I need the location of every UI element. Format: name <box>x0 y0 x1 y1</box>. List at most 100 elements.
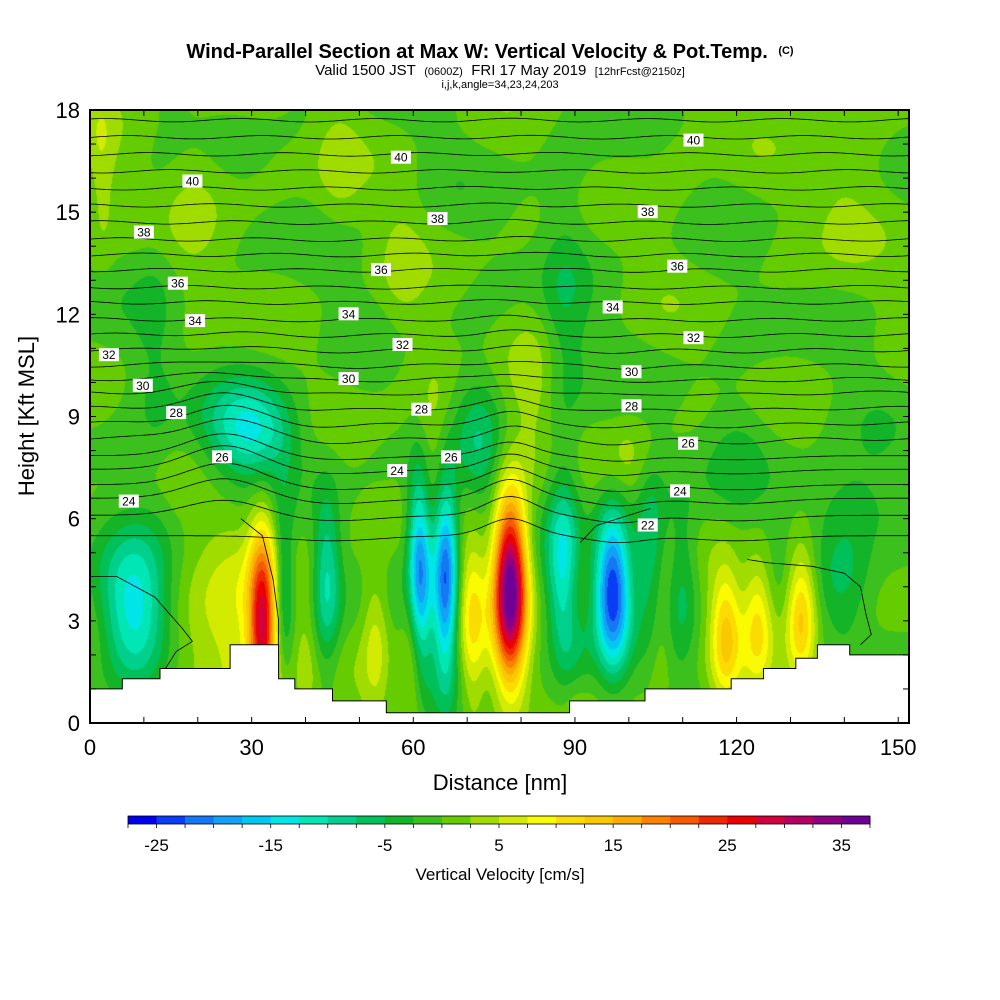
x-tick-label: 90 <box>563 735 587 760</box>
isentrope-line <box>580 508 651 543</box>
contour-label: 30 <box>621 365 642 379</box>
x-tick-label: 60 <box>401 735 425 760</box>
colorbar-swatch <box>499 816 528 824</box>
colorbar-swatch <box>413 816 443 824</box>
isentrope-line <box>90 392 909 412</box>
contour-label-text: 24 <box>390 464 404 478</box>
vertical-velocity-field <box>90 110 909 723</box>
contour-label: 28 <box>166 406 187 420</box>
contour-label-box <box>166 406 187 420</box>
contour-label-text: 36 <box>671 260 685 274</box>
contour-label-box <box>683 331 704 345</box>
isentrope-line <box>90 372 909 383</box>
x-tick-label: 120 <box>718 735 755 760</box>
contour-label-text: 24 <box>122 495 136 509</box>
contour-label-box <box>411 402 432 416</box>
contour-label-box <box>667 259 688 273</box>
contour-label-box <box>371 263 391 277</box>
isentrope-line <box>90 381 909 396</box>
svg-text:Wind-Parallel Section at Max W: Wind-Parallel Section at Max W: Vertical… <box>186 41 794 63</box>
isentrope-line <box>240 518 279 645</box>
colorbar-swatch <box>727 816 757 824</box>
isentrope-line <box>90 236 909 242</box>
chart-title: Wind-Parallel Section at Max W: Vertical… <box>186 41 794 91</box>
colorbar-swatch <box>441 816 471 824</box>
colorbar-tick-label: -5 <box>377 836 392 855</box>
y-tick-label: 9 <box>68 405 80 430</box>
contour-label: 24 <box>118 494 139 509</box>
contour-label-box <box>390 150 411 164</box>
contour-label: 34 <box>602 300 623 315</box>
contour-label-box <box>133 225 154 239</box>
contour-label: 32 <box>392 338 413 352</box>
colorbar-swatch <box>613 816 643 824</box>
y-tick-label: 12 <box>56 302 80 327</box>
isentrope-line <box>90 518 909 543</box>
colorbar-tick-label: 5 <box>494 836 503 855</box>
isentrope-line <box>90 418 909 446</box>
contour-label: 40 <box>182 174 203 189</box>
contour-label-text: 32 <box>396 338 410 352</box>
contour-label-box <box>427 212 448 225</box>
contour-label-box <box>387 464 408 477</box>
contour-label-text: 36 <box>374 263 388 277</box>
contour-label-box <box>670 484 690 498</box>
y-tick-label: 15 <box>56 200 80 225</box>
contour-label: 40 <box>683 133 704 148</box>
contour-label-text: 40 <box>186 175 200 189</box>
y-tick-label: 6 <box>68 507 80 532</box>
contour-label: 28 <box>411 402 432 417</box>
contour-label: 22 <box>637 518 658 533</box>
subtitle-date: FRI 17 May 2019 <box>471 62 586 79</box>
contour-label-text: 40 <box>687 134 701 148</box>
contour-label-text: 34 <box>606 301 620 315</box>
contour-label: 24 <box>670 484 690 498</box>
isentrope-line <box>90 152 909 157</box>
contour-label-text: 26 <box>444 450 458 464</box>
colorbar-title: Vertical Velocity [cm/s] <box>415 865 584 884</box>
isentrope-line <box>90 496 909 524</box>
contour-label: 36 <box>371 263 391 277</box>
y-axis-title: Height [Kft MSL] <box>14 336 39 496</box>
colorbar-swatch <box>527 816 557 824</box>
isentrope-line <box>90 251 909 258</box>
contour-label-box <box>132 378 153 392</box>
colorbar-swatch <box>128 816 157 824</box>
contour-label-text: 24 <box>673 484 687 498</box>
colorbar-tick-label: -25 <box>144 836 169 855</box>
contour-label-text: 30 <box>342 372 356 386</box>
colorbar-tick-label: -15 <box>258 836 283 855</box>
isentrope-line <box>90 218 909 225</box>
contour-label: 24 <box>387 464 408 478</box>
isentrope-line <box>90 299 909 305</box>
potential-temperature-contours <box>90 117 909 669</box>
isentrope-line <box>90 445 909 476</box>
colorbar-swatch <box>841 816 871 824</box>
contour-label: 38 <box>133 225 154 240</box>
contour-label: 28 <box>621 399 642 413</box>
contour-label-box <box>621 399 642 413</box>
isentrope-line <box>90 169 909 174</box>
colorbar-swatch <box>812 816 842 824</box>
contour-label-text: 28 <box>170 406 184 420</box>
subtitle-valid: Valid 1500 JST <box>315 62 416 79</box>
contour-label-box <box>602 300 623 314</box>
colorbar-swatch <box>299 816 329 824</box>
x-axis: 0 30 60 90 120 150 <box>84 110 917 760</box>
copyright-mark: (C) <box>778 45 794 57</box>
colorbar-swatch <box>784 816 814 824</box>
isentrope-line <box>90 134 909 140</box>
colorbar-tick-label: 35 <box>832 836 851 855</box>
contour-label: 26 <box>212 450 232 464</box>
isentrope-line <box>90 284 909 290</box>
contour-label-text: 40 <box>394 151 408 165</box>
grid-params: i,j,k,angle=34,23,24,203 <box>441 79 558 91</box>
contour-label: 30 <box>132 378 153 393</box>
contour-label-box <box>185 314 206 328</box>
x-tick-label: 30 <box>239 735 263 760</box>
contour-label-box <box>167 276 188 290</box>
colorbar-swatch <box>185 816 215 824</box>
contour-label-box <box>118 494 139 508</box>
